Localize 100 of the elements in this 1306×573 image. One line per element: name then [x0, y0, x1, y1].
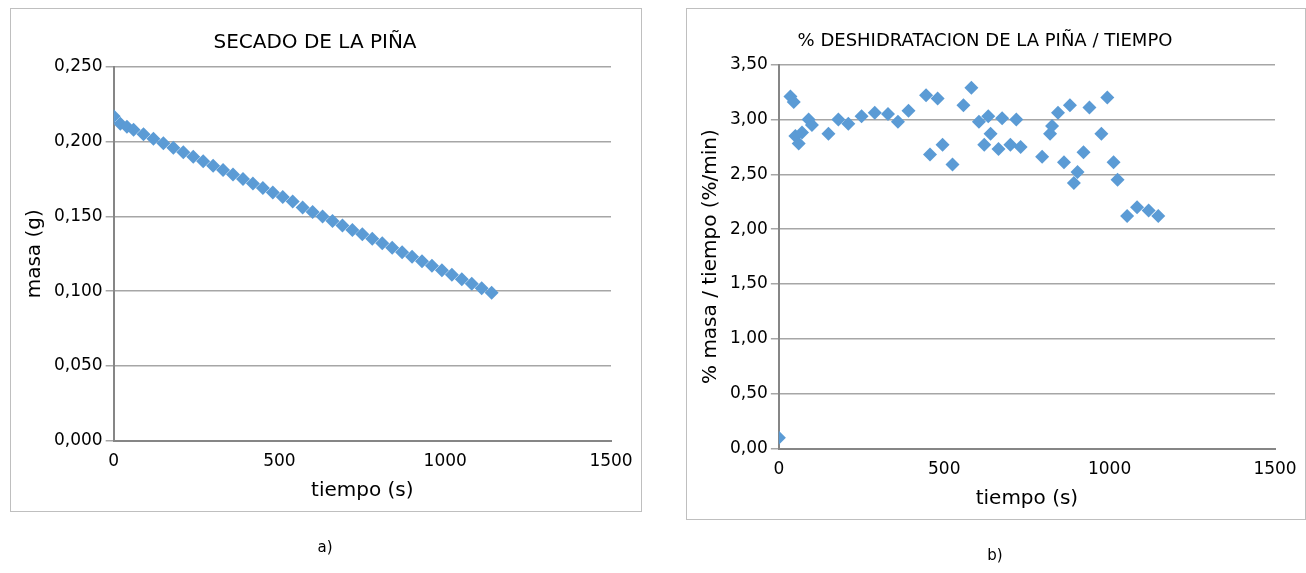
point: [1003, 137, 1018, 152]
point: [791, 136, 806, 151]
point: [881, 106, 895, 121]
point: [795, 125, 810, 140]
point: [255, 181, 270, 196]
x-tick-label: 1500: [589, 450, 633, 471]
point: [186, 149, 201, 164]
point: [484, 285, 499, 300]
point: [375, 236, 390, 251]
point: [991, 142, 1006, 157]
point: [415, 254, 430, 269]
point: [971, 114, 986, 129]
y-tick-label: 2,50: [729, 162, 768, 183]
point: [265, 185, 280, 200]
point: [136, 127, 151, 142]
point: [285, 194, 300, 209]
point: [1035, 149, 1050, 164]
y-tick-label: 2,00: [729, 217, 768, 238]
point: [315, 209, 330, 224]
point: [1051, 105, 1066, 120]
point: [841, 116, 856, 131]
x-tick-label: 500: [263, 450, 296, 471]
x-tick-label: 500: [928, 458, 961, 479]
point: [474, 281, 489, 296]
point: [444, 267, 459, 282]
y-tick-label: 0,50: [729, 382, 768, 403]
point: [930, 91, 945, 106]
x-axis-title: tiempo (s): [975, 485, 1079, 510]
point: [325, 213, 340, 228]
point: [295, 200, 310, 215]
point: [1070, 165, 1085, 180]
point: [1066, 176, 1081, 191]
point: [854, 109, 869, 124]
y-tick-label: 0,150: [54, 204, 103, 225]
point: [867, 105, 882, 120]
point: [345, 222, 360, 237]
point: [964, 80, 979, 95]
point: [206, 158, 221, 173]
y-tick-label: 3,00: [729, 107, 768, 128]
point: [405, 249, 420, 264]
point: [901, 103, 916, 118]
point: [355, 227, 370, 242]
point: [226, 167, 241, 182]
point: [424, 258, 439, 273]
point: [890, 114, 905, 129]
point: [1141, 203, 1156, 218]
point: [156, 136, 171, 151]
x-tick-label: 0: [108, 450, 120, 471]
text: a): [316, 538, 334, 556]
point: [977, 137, 992, 152]
point: [995, 111, 1010, 126]
chart-title: % DESHIDRATACION DE LA PIÑA / TIEMPO: [797, 29, 1173, 51]
point: [365, 231, 380, 246]
y-tick-label: 0,100: [54, 279, 103, 300]
point: [923, 147, 938, 162]
y-tick-label: 1,00: [729, 327, 768, 348]
point: [1120, 209, 1135, 224]
x-tick-label: 1000: [1087, 458, 1132, 479]
y-axis-title: % masa / tiempo (%/min): [697, 129, 722, 384]
y-axis-title: masa (g): [21, 209, 46, 299]
point: [1013, 139, 1028, 154]
y-tick-label: 0,050: [54, 354, 103, 375]
point: [464, 276, 479, 291]
point: [981, 109, 996, 124]
x-axis-title: tiempo (s): [311, 477, 414, 502]
point: [1082, 100, 1097, 115]
x-tick-label: 0: [773, 458, 785, 479]
point: [956, 98, 971, 113]
point: [454, 272, 469, 287]
point: [335, 218, 350, 233]
point: [245, 176, 260, 191]
point: [166, 140, 181, 155]
point: [146, 131, 161, 146]
point: [831, 112, 846, 127]
point: [395, 245, 410, 260]
point: [919, 88, 934, 103]
point: [945, 157, 960, 172]
point: [821, 126, 836, 141]
point: [1076, 145, 1091, 160]
point: [434, 263, 449, 278]
point: [385, 240, 400, 255]
y-tick-label: 0,000: [54, 429, 103, 450]
point: [1009, 112, 1024, 127]
y-tick-label: 0,250: [54, 55, 103, 76]
point: [1151, 209, 1166, 224]
point: [1094, 126, 1109, 141]
x-tick-label: 1000: [423, 450, 467, 471]
point: [1100, 90, 1115, 105]
y-tick-label: 1,50: [729, 272, 768, 293]
point: [275, 190, 290, 205]
x-tick-label: 1500: [1253, 458, 1297, 479]
point: [196, 154, 211, 169]
y-tick-label: 0,200: [54, 130, 103, 151]
y-tick-label: 0,00: [729, 437, 768, 458]
point: [983, 126, 998, 141]
point: [935, 137, 950, 152]
point: [235, 172, 250, 187]
point: [1062, 98, 1077, 113]
y-tick-label: 3,50: [729, 53, 768, 74]
text: b): [986, 546, 1004, 564]
